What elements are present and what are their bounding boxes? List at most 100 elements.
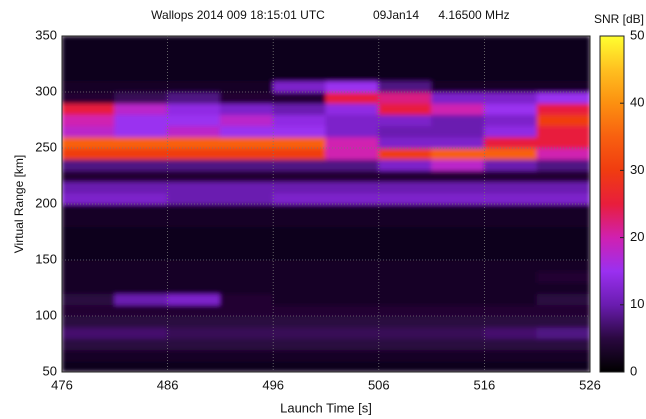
heatmap-cell (167, 58, 221, 70)
heatmap-cell (484, 103, 538, 115)
chart: Wallops 2014 009 18:15:01 UTC 09Jan14 4.… (0, 0, 646, 419)
heatmap-cell (431, 80, 485, 92)
heatmap-cell (431, 92, 485, 104)
heatmap-cell (484, 204, 538, 216)
heatmap-cell (62, 92, 116, 104)
heatmap-cell (62, 316, 116, 328)
colorbar (600, 36, 624, 372)
heatmap-cell (220, 338, 274, 350)
heatmap-cell (484, 293, 538, 305)
heatmap-cell (537, 47, 591, 59)
heatmap-cell (62, 47, 116, 59)
y-tick-label: 350 (35, 27, 57, 42)
heatmap-cell (484, 148, 538, 160)
heatmap-cell (378, 69, 432, 81)
heatmap-cell (62, 204, 116, 216)
heatmap-cell (431, 304, 485, 316)
heatmap-cell (326, 237, 380, 249)
heatmap-cell (484, 237, 538, 249)
heatmap-cell (431, 349, 485, 361)
heatmap-cell (537, 282, 591, 294)
heatmap-cell (273, 293, 327, 305)
heatmap-cell (326, 80, 380, 92)
heatmap-cell (220, 293, 274, 305)
heatmap-cell (537, 260, 591, 272)
title-part: 4.16500 MHz (438, 8, 509, 22)
colorbar-tick-label: 10 (630, 296, 644, 311)
heatmap-cell (167, 316, 221, 328)
heatmap-cell (273, 136, 327, 148)
heatmap-cell (484, 282, 538, 294)
heatmap-cell (220, 58, 274, 70)
heatmap-cell (378, 260, 432, 272)
heatmap-cell (114, 159, 168, 171)
heatmap-cell (273, 316, 327, 328)
heatmap-cell (378, 248, 432, 260)
heatmap-cell (167, 181, 221, 193)
heatmap-cell (167, 36, 221, 48)
heatmap-cell (378, 103, 432, 115)
heatmap-cell (378, 80, 432, 92)
heatmap-cell (220, 92, 274, 104)
heatmap-cell (378, 360, 432, 372)
heatmap-cell (220, 316, 274, 328)
heatmap-cell (62, 159, 116, 171)
heatmap-cell (537, 226, 591, 238)
colorbar-label: SNR [dB] (594, 12, 644, 26)
heatmap-cell (431, 248, 485, 260)
x-axis-label: Launch Time [s] (280, 400, 372, 415)
heatmap-cell (273, 148, 327, 160)
heatmap-cell (273, 237, 327, 249)
heatmap-cell (378, 215, 432, 227)
heatmap-cell (484, 58, 538, 70)
heatmap-cell (484, 114, 538, 126)
heatmap-cell (273, 69, 327, 81)
heatmap-cell (167, 338, 221, 350)
heatmap-cell (273, 338, 327, 350)
heatmap-cell (431, 271, 485, 283)
heatmap-cell (484, 316, 538, 328)
heatmap-cell (220, 36, 274, 48)
heatmap-cell (326, 58, 380, 70)
heatmap-cell (273, 349, 327, 361)
heatmap-cell (114, 304, 168, 316)
heatmap-cell (62, 360, 116, 372)
heatmap-cell (273, 58, 327, 70)
heatmap-cell (167, 349, 221, 361)
heatmap-cell (537, 192, 591, 204)
heatmap-cell (62, 192, 116, 204)
heatmap-cell (114, 36, 168, 48)
heatmap-cell (484, 248, 538, 260)
heatmap-cell (326, 69, 380, 81)
heatmap-cell (114, 248, 168, 260)
heatmap-cell (62, 349, 116, 361)
heatmap-cell (537, 360, 591, 372)
heatmap-cell (326, 360, 380, 372)
heatmap-cell (220, 125, 274, 137)
heatmap-cell (114, 47, 168, 59)
heatmap-cell (378, 58, 432, 70)
heatmap-cell (537, 58, 591, 70)
heatmap-cell (378, 282, 432, 294)
heatmap-cell (484, 271, 538, 283)
heatmap-cell (326, 170, 380, 182)
heatmap-cell (114, 136, 168, 148)
y-axis-label: Virtual Range [km] (12, 155, 26, 254)
heatmap-cell (273, 47, 327, 59)
heatmap-cell (431, 125, 485, 137)
y-tick-label: 100 (35, 307, 57, 322)
heatmap-cell (114, 58, 168, 70)
heatmap-cell (220, 260, 274, 272)
heatmap-cell (378, 204, 432, 216)
heatmap-cell (431, 316, 485, 328)
heatmap-cell (220, 327, 274, 339)
heatmap-cell (273, 181, 327, 193)
heatmap-cell (326, 293, 380, 305)
heatmap-cell (114, 349, 168, 361)
heatmap-cell (484, 192, 538, 204)
heatmap-cell (537, 316, 591, 328)
heatmap-cell (114, 260, 168, 272)
heatmap-cell (273, 114, 327, 126)
heatmap-cell (326, 226, 380, 238)
heatmap-cell (431, 360, 485, 372)
